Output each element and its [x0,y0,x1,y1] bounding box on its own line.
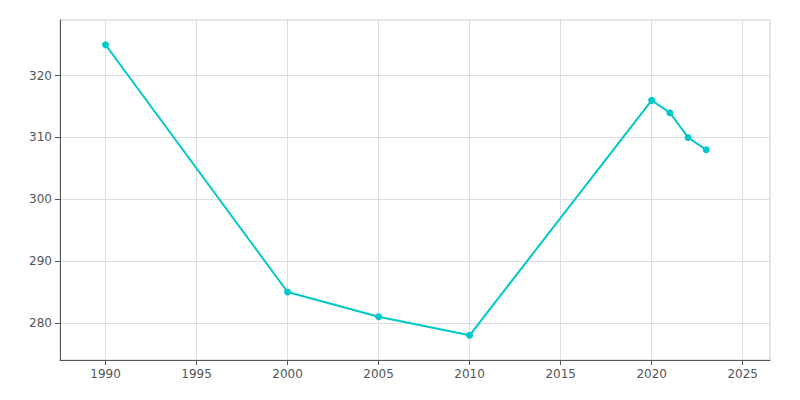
svg-text:2025: 2025 [727,367,758,381]
svg-text:2000: 2000 [272,367,303,381]
svg-text:2020: 2020 [636,367,667,381]
svg-text:1995: 1995 [181,367,212,381]
svg-text:280: 280 [29,316,52,330]
svg-text:290: 290 [29,254,52,268]
svg-text:2010: 2010 [454,367,485,381]
svg-text:320: 320 [29,69,52,83]
svg-text:300: 300 [29,192,52,206]
svg-text:2005: 2005 [363,367,394,381]
svg-text:2015: 2015 [545,367,576,381]
svg-text:1990: 1990 [90,367,121,381]
svg-text:310: 310 [29,130,52,144]
